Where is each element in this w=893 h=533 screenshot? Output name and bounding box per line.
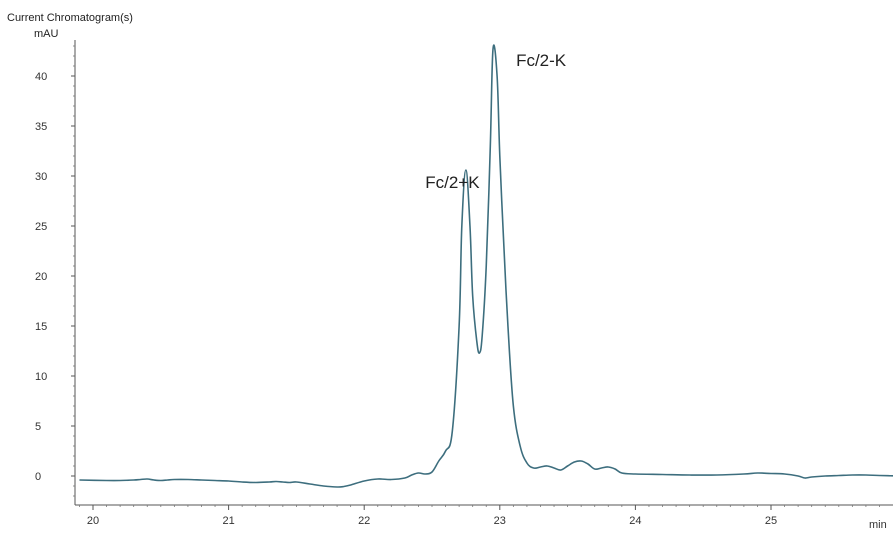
x-axis-label: min xyxy=(869,519,887,531)
x-tick-label: 24 xyxy=(629,515,641,527)
y-tick-label: 15 xyxy=(35,321,47,333)
peak-annotations: Fc/2+K Fc/2-K xyxy=(425,51,567,192)
x-tick-label: 23 xyxy=(494,515,506,527)
y-axis-label: mAU xyxy=(34,28,59,40)
ticks xyxy=(71,45,880,510)
x-tick-label: 25 xyxy=(765,515,777,527)
x-tick-label: 20 xyxy=(87,515,99,527)
chart-title: Current Chromatogram(s) xyxy=(7,12,133,24)
y-tick-label: 40 xyxy=(35,71,47,83)
y-tick-label: 35 xyxy=(35,121,47,133)
y-tick-label: 10 xyxy=(35,371,47,383)
peak-label: Fc/2-K xyxy=(516,51,567,70)
y-tick-label: 5 xyxy=(35,421,41,433)
chromatogram-trace xyxy=(79,44,893,488)
axes xyxy=(74,40,893,506)
peak-label: Fc/2+K xyxy=(425,173,480,192)
y-tick-label: 0 xyxy=(35,471,41,483)
y-tick-label: 25 xyxy=(35,221,47,233)
x-tick-label: 21 xyxy=(222,515,234,527)
tick-labels: 0 5 10 15 20 25 30 35 40 20 21 22 23 24 25 xyxy=(35,71,777,527)
y-tick-label: 30 xyxy=(35,171,47,183)
y-tick-label: 20 xyxy=(35,271,47,283)
x-tick-label: 22 xyxy=(358,515,370,527)
